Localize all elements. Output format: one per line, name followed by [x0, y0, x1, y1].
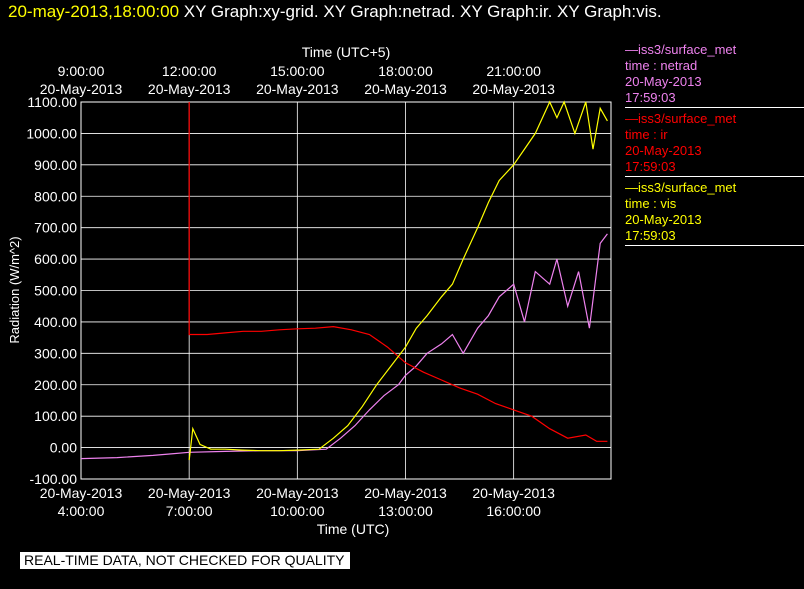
x-tick-label-time: 4:00:00 — [58, 503, 105, 519]
legend: —iss3/surface_met time : netrad 20-May-2… — [625, 42, 804, 249]
x-tick-label-time: 10:00:00 — [270, 503, 325, 519]
axes: -100.00 0.00 100.00 200.00 300.00 400.00 500.0… — [26, 63, 612, 519]
legend-source: —iss3/surface_met — [625, 111, 737, 126]
x-tick-label-date: 20-May-2013 — [256, 485, 339, 501]
top-tick-label-time: 18:00:00 — [378, 63, 433, 79]
y-tick-label: 600.00 — [34, 251, 77, 267]
legend-entry-netrad: —iss3/surface_met time : netrad 20-May-2… — [625, 42, 804, 108]
legend-entry-vis: —iss3/surface_met time : vis 20-May-2013… — [625, 180, 804, 246]
top-axis-label: Time (UTC+5) — [302, 44, 391, 60]
legend-date: 20-May-2013 — [625, 143, 702, 158]
series-lines — [80, 100, 608, 461]
quality-disclaimer: REAL-TIME DATA, NOT CHECKED FOR QUALITY — [20, 552, 351, 569]
plot-frame — [80, 101, 612, 480]
header-timestamp: 20-may-2013,18:00:00 — [8, 2, 180, 21]
y-tick-label: 1100.00 — [27, 94, 77, 110]
legend-date: 20-May-2013 — [625, 212, 702, 227]
legend-date: 20-May-2013 — [625, 74, 702, 89]
x-tick-label-date: 20-May-2013 — [364, 485, 447, 501]
y-tick-label: 800.00 — [34, 188, 77, 204]
y-tick-label: 200.00 — [34, 377, 77, 393]
y-tick-label: 0.00 — [50, 440, 77, 456]
top-tick-label-date: 20-May-2013 — [472, 81, 555, 97]
legend-var: time : ir — [625, 127, 668, 142]
top-tick-label-time: 15:00:00 — [270, 63, 325, 79]
y-tick-label: 100.00 — [34, 408, 77, 424]
x-tick-label-date: 20-May-2013 — [472, 485, 555, 501]
legend-time: 17:59:03 — [625, 159, 676, 174]
y-tick-label: 700.00 — [34, 220, 77, 236]
x-tick-label-date: 20-May-2013 — [148, 485, 231, 501]
y-tick-label: 900.00 — [34, 157, 77, 173]
x-tick-label-date: 20-May-2013 — [40, 485, 123, 501]
y-tick-label: 300.00 — [34, 345, 77, 361]
header-graph-list: XY Graph:xy-grid. XY Graph:netrad. XY Gr… — [183, 2, 662, 21]
x-tick-label-time: 13:00:00 — [378, 503, 433, 519]
y-tick-label: 500.00 — [34, 283, 77, 299]
top-tick-label-date: 20-May-2013 — [256, 81, 339, 97]
top-tick-label-time: 21:00:00 — [486, 63, 541, 79]
legend-source: —iss3/surface_met — [625, 42, 737, 57]
y-tick-label: 400.00 — [34, 314, 77, 330]
top-tick-label-date: 20-May-2013 — [364, 81, 447, 97]
legend-var: time : vis — [625, 196, 677, 211]
y-axis-label: Radiation (W/m^2) — [7, 236, 22, 343]
top-tick-label-time: 12:00:00 — [162, 63, 217, 79]
x-tick-label-time: 7:00:00 — [166, 503, 213, 519]
graph-header: 20-may-2013,18:00:00 XY Graph:xy-grid. X… — [8, 2, 662, 22]
y-tick-label: -100.00 — [30, 471, 78, 487]
legend-var: time : netrad — [625, 58, 698, 73]
top-tick-label-date: 20-May-2013 — [148, 81, 231, 97]
legend-source: —iss3/surface_met — [625, 180, 737, 195]
top-tick-label-date: 20-May-2013 — [40, 81, 123, 97]
x-tick-label-time: 16:00:00 — [486, 503, 541, 519]
series-line-netrad — [80, 233, 608, 460]
y-tick-label: 1000.00 — [26, 125, 77, 141]
legend-entry-ir: —iss3/surface_met time : ir 20-May-2013 … — [625, 111, 804, 177]
series-line-ir — [188, 102, 608, 442]
legend-time: 17:59:03 — [625, 228, 676, 243]
x-axis-label: Time (UTC) — [317, 521, 390, 537]
top-tick-label-time: 9:00:00 — [58, 63, 105, 79]
legend-time: 17:59:03 — [625, 90, 676, 105]
series-line-vis — [188, 100, 608, 461]
